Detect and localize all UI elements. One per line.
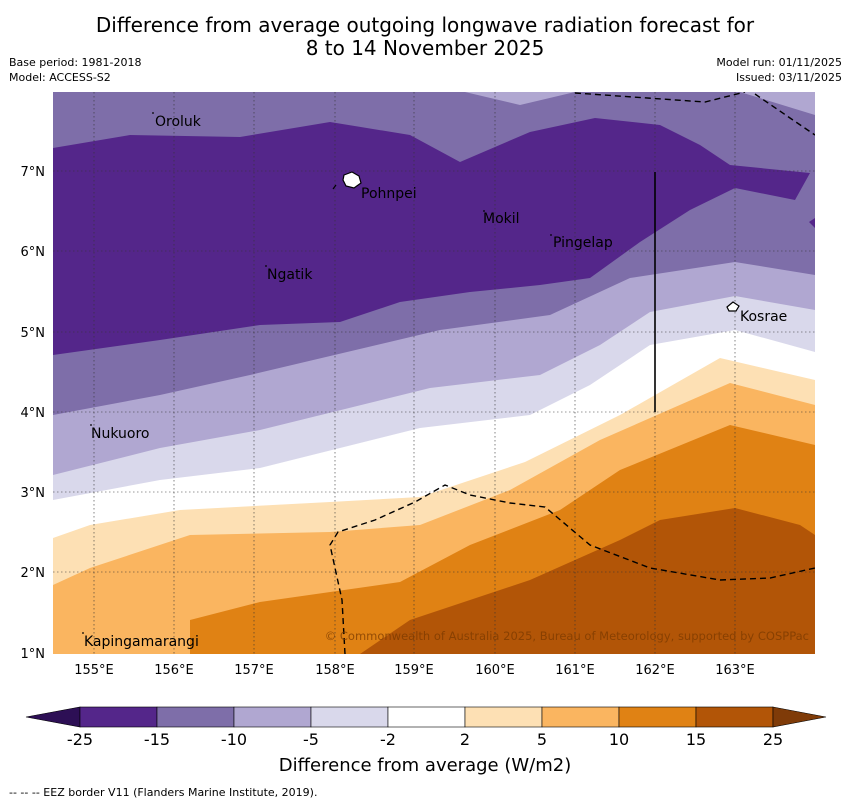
place-markers bbox=[82, 112, 552, 634]
legend-swatch bbox=[695, 706, 774, 728]
x-tick-label: 155°E bbox=[74, 663, 114, 678]
eez-border-note: -- -- -- EEZ border V11 (Flanders Marine… bbox=[9, 786, 318, 799]
place-label-pingelap: Pingelap bbox=[553, 235, 613, 251]
legend-swatch bbox=[618, 706, 697, 728]
legend-swatch bbox=[464, 706, 543, 728]
x-tick-label: 158°E bbox=[315, 663, 355, 678]
band-neg15-neg25 bbox=[53, 118, 810, 355]
meta-right: Model run: 01/11/2025 Issued: 03/11/2025 bbox=[716, 55, 842, 85]
legend-tick-label: 15 bbox=[686, 730, 706, 749]
map-title: Difference from average outgoing longwav… bbox=[0, 14, 850, 60]
band-15-25 bbox=[360, 508, 815, 654]
x-tick-label: 156°E bbox=[154, 663, 194, 678]
x-tick-label: 161°E bbox=[555, 663, 595, 678]
place-label-nukuoro: Nukuoro bbox=[91, 426, 149, 442]
model-run: Model run: 01/11/2025 bbox=[716, 56, 842, 69]
legend-caption: Difference from average (W/m2) bbox=[278, 755, 572, 776]
y-tick-label: 3°N bbox=[21, 486, 46, 501]
place-label-oroluk: Oroluk bbox=[155, 114, 202, 130]
legend-arrow-high bbox=[772, 706, 827, 728]
x-tick-label: 157°E bbox=[234, 663, 274, 678]
legend-tick-label: -25 bbox=[67, 730, 93, 749]
legend-swatch bbox=[156, 706, 235, 728]
y-tick-label: 5°N bbox=[21, 326, 46, 341]
legend-swatch bbox=[233, 706, 312, 728]
eez-borders bbox=[329, 92, 815, 654]
legend-tick-label: 10 bbox=[609, 730, 629, 749]
issued-date: Issued: 03/11/2025 bbox=[735, 71, 842, 84]
legend-tick-label: 5 bbox=[537, 730, 547, 749]
legend-tick-labels: -25 -15 -10 -5 -2 2 5 10 15 25 bbox=[67, 730, 783, 749]
legend-arrow-low bbox=[25, 706, 81, 728]
x-tick-label: 159°E bbox=[394, 663, 434, 678]
legend-tick-label: -10 bbox=[221, 730, 247, 749]
ant-atoll-shape bbox=[332, 184, 337, 190]
pohnpei-island-shape bbox=[342, 171, 362, 189]
legend-swatch bbox=[79, 706, 158, 728]
legend-colorbar bbox=[25, 706, 827, 728]
place-label-mokil: Mokil bbox=[483, 211, 520, 227]
place-label-kapingamarangi: Kapingamarangi bbox=[84, 634, 199, 650]
model-name: Model: ACCESS-S2 bbox=[9, 71, 111, 84]
y-tick-label: 6°N bbox=[21, 245, 46, 260]
eez-border-south bbox=[329, 484, 815, 654]
y-tick-label: 2°N bbox=[21, 566, 46, 581]
legend-tick-label: -5 bbox=[303, 730, 319, 749]
place-labels: Oroluk Pohnpei Mokil Pingelap Ngatik Kos… bbox=[84, 114, 787, 650]
y-tick-label: 4°N bbox=[21, 406, 46, 421]
legend-swatch bbox=[310, 706, 389, 728]
y-tick-label: 7°N bbox=[21, 165, 46, 180]
place-label-kosrae: Kosrae bbox=[740, 309, 787, 325]
grid-lines bbox=[53, 92, 815, 654]
x-axis-ticks: 155°E 156°E 157°E 158°E 159°E 160°E 161°… bbox=[74, 663, 755, 678]
x-tick-label: 162°E bbox=[635, 663, 675, 678]
band-neg15-neg25-east bbox=[809, 218, 815, 228]
y-axis-ticks: 7°N 6°N 5°N 4°N 3°N 2°N 1°N bbox=[21, 165, 46, 662]
legend-tick-label: -15 bbox=[144, 730, 170, 749]
eez-border-north bbox=[574, 92, 815, 136]
meta-left: Base period: 1981-2018 Model: ACCESS-S2 bbox=[9, 55, 141, 85]
legend-swatch bbox=[387, 706, 466, 728]
islands bbox=[332, 171, 740, 312]
legend-tick-label: 2 bbox=[460, 730, 470, 749]
place-label-pohnpei: Pohnpei bbox=[361, 186, 417, 202]
base-period: Base period: 1981-2018 bbox=[9, 56, 142, 69]
title-line-1: Difference from average outgoing longwav… bbox=[95, 13, 755, 37]
y-tick-label: 1°N bbox=[21, 647, 46, 662]
x-tick-label: 163°E bbox=[715, 663, 755, 678]
legend-tick-label: -2 bbox=[380, 730, 396, 749]
kosrae-island-shape bbox=[726, 301, 740, 312]
anomaly-field bbox=[53, 92, 815, 654]
place-label-ngatik: Ngatik bbox=[267, 267, 313, 283]
legend-tick-label: 25 bbox=[763, 730, 783, 749]
copyright-text: © Commonwealth of Australia 2025, Bureau… bbox=[325, 629, 809, 643]
x-tick-label: 160°E bbox=[475, 663, 515, 678]
title-line-2: 8 to 14 November 2025 bbox=[305, 36, 545, 60]
legend-swatch bbox=[541, 706, 620, 728]
